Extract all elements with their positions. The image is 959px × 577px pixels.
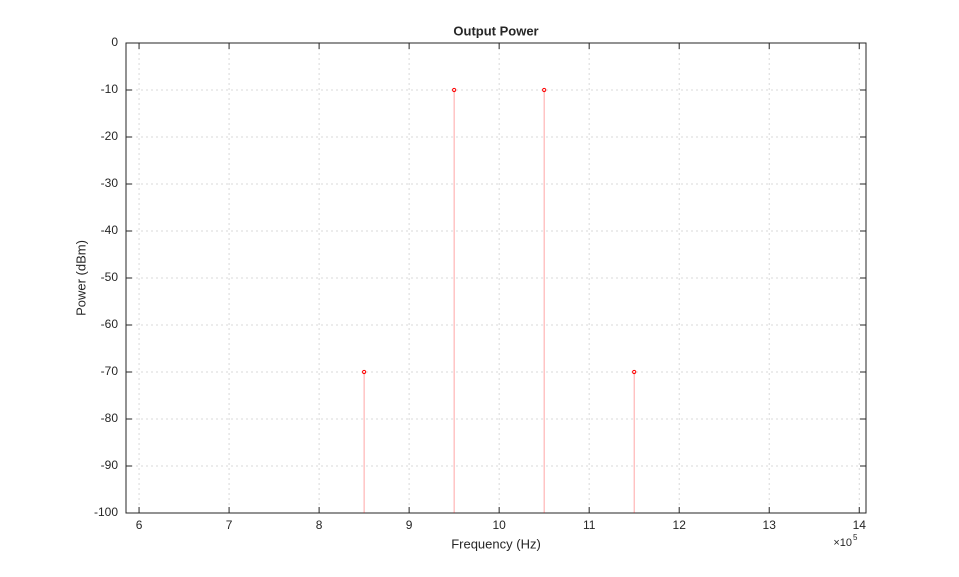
y-tick-label: -10 — [101, 82, 119, 96]
y-tick-label: -30 — [101, 176, 119, 190]
y-axis-label: Power (dBm) — [73, 240, 88, 316]
y-tick-label: -40 — [101, 223, 119, 237]
x-exponent-base: ×10 — [833, 537, 852, 549]
x-tick-label: 12 — [673, 518, 687, 532]
stem-marker — [452, 87, 457, 93]
chart-title: Output Power — [453, 23, 538, 38]
x-tick-label: 10 — [492, 518, 506, 532]
stem-marker — [362, 369, 367, 375]
y-tick-label: -90 — [101, 458, 119, 472]
y-tick-label: -20 — [101, 129, 119, 143]
y-tick-label: -70 — [101, 364, 119, 378]
y-tick-label: -60 — [101, 317, 119, 331]
x-tick-label: 14 — [853, 518, 867, 532]
x-tick-label: 7 — [226, 518, 233, 532]
y-tick-label: -50 — [101, 270, 119, 284]
y-tick-label: -80 — [101, 411, 119, 425]
x-tick-label: 9 — [406, 518, 413, 532]
x-exponent: 5 — [853, 533, 858, 542]
stem-marker — [632, 369, 637, 375]
x-tick-label: 6 — [136, 518, 143, 532]
y-tick-label: -100 — [94, 505, 118, 519]
x-axis-label: Frequency (Hz) — [451, 536, 541, 551]
x-tick-label: 11 — [583, 518, 596, 532]
x-tick-label: 13 — [763, 518, 777, 532]
y-tick-label: 0 — [111, 35, 118, 49]
stem-marker — [542, 87, 547, 93]
x-tick-label: 8 — [316, 518, 323, 532]
plot-frame — [125, 42, 867, 514]
